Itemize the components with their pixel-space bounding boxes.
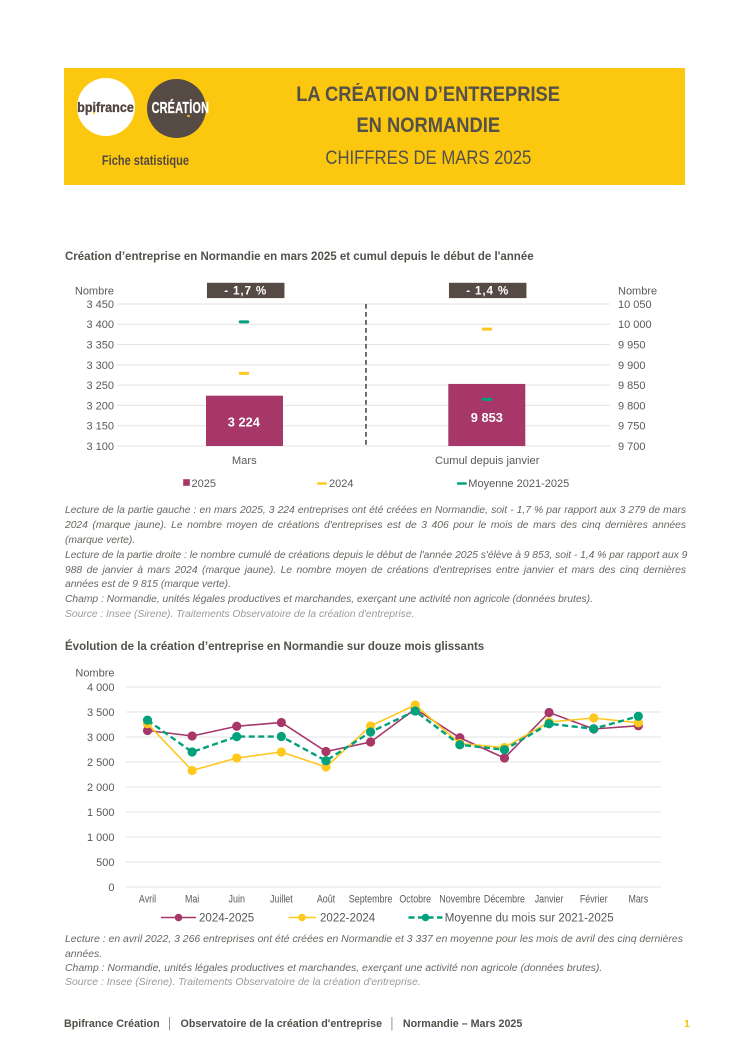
svg-text:Octobre: Octobre	[399, 894, 431, 906]
svg-text:10 000: 10 000	[618, 319, 652, 331]
svg-text:Septembre: Septembre	[349, 894, 393, 906]
svg-text:3 150: 3 150	[86, 421, 114, 433]
svg-text:9 950: 9 950	[618, 339, 646, 351]
svg-text:2025: 2025	[192, 478, 216, 490]
svg-text:Nombre: Nombre	[75, 668, 114, 680]
svg-text:Moyenne 2021-2025: Moyenne 2021-2025	[468, 478, 569, 490]
svg-text:Cumul depuis janvier: Cumul depuis janvier	[435, 455, 540, 467]
svg-text:9 800: 9 800	[618, 400, 646, 412]
svg-text:1 500: 1 500	[87, 807, 115, 819]
svg-text:3 450: 3 450	[86, 299, 114, 311]
svg-text:10 050: 10 050	[618, 299, 652, 311]
svg-text:Juillet: Juillet	[270, 894, 293, 906]
svg-text:9 700: 9 700	[618, 441, 646, 453]
svg-text:3 100: 3 100	[86, 441, 114, 453]
svg-text:- 1,7 %: - 1,7 %	[224, 285, 267, 298]
svg-text:2 000: 2 000	[87, 782, 115, 794]
svg-text:0: 0	[108, 882, 114, 894]
svg-text:Mars: Mars	[232, 455, 257, 467]
svg-text:Mars: Mars	[628, 894, 648, 906]
svg-text:1 000: 1 000	[87, 832, 115, 844]
svg-text:2022-2024: 2022-2024	[320, 913, 376, 925]
svg-text:2024-2025: 2024-2025	[199, 913, 254, 925]
svg-text:9 850: 9 850	[618, 380, 646, 392]
svg-text:Février: Février	[580, 894, 608, 906]
svg-text:Avril: Avril	[139, 894, 156, 906]
svg-text:9 900: 9 900	[618, 360, 646, 372]
svg-text:Novembre: Novembre	[439, 894, 480, 906]
svg-text:Janvier: Janvier	[535, 894, 564, 906]
svg-text:500: 500	[96, 857, 114, 869]
svg-text:Moyenne du mois sur 2021-2025: Moyenne du mois sur 2021-2025	[445, 913, 614, 925]
svg-text:3 200: 3 200	[86, 400, 114, 412]
svg-text:3 000: 3 000	[87, 732, 115, 744]
svg-text:3 300: 3 300	[86, 360, 114, 372]
svg-text:- 1,4 %: - 1,4 %	[466, 285, 509, 298]
svg-text:Juin: Juin	[229, 894, 245, 906]
svg-text:3 224: 3 224	[228, 414, 261, 429]
svg-text:9 750: 9 750	[618, 421, 646, 433]
svg-text:Décembre: Décembre	[484, 894, 525, 906]
svg-text:2 500: 2 500	[87, 757, 115, 769]
svg-text:Nombre: Nombre	[618, 286, 657, 298]
svg-text:Nombre: Nombre	[75, 286, 114, 298]
svg-text:3 250: 3 250	[86, 380, 114, 392]
svg-text:4 000: 4 000	[87, 682, 115, 694]
svg-text:3 500: 3 500	[87, 707, 115, 719]
svg-text:Août: Août	[317, 894, 335, 906]
svg-text:Mai: Mai	[185, 894, 199, 906]
svg-text:2024: 2024	[329, 478, 353, 490]
svg-text:3 400: 3 400	[86, 319, 114, 331]
svg-text:9 853: 9 853	[471, 410, 503, 425]
svg-text:3 350: 3 350	[86, 339, 114, 351]
